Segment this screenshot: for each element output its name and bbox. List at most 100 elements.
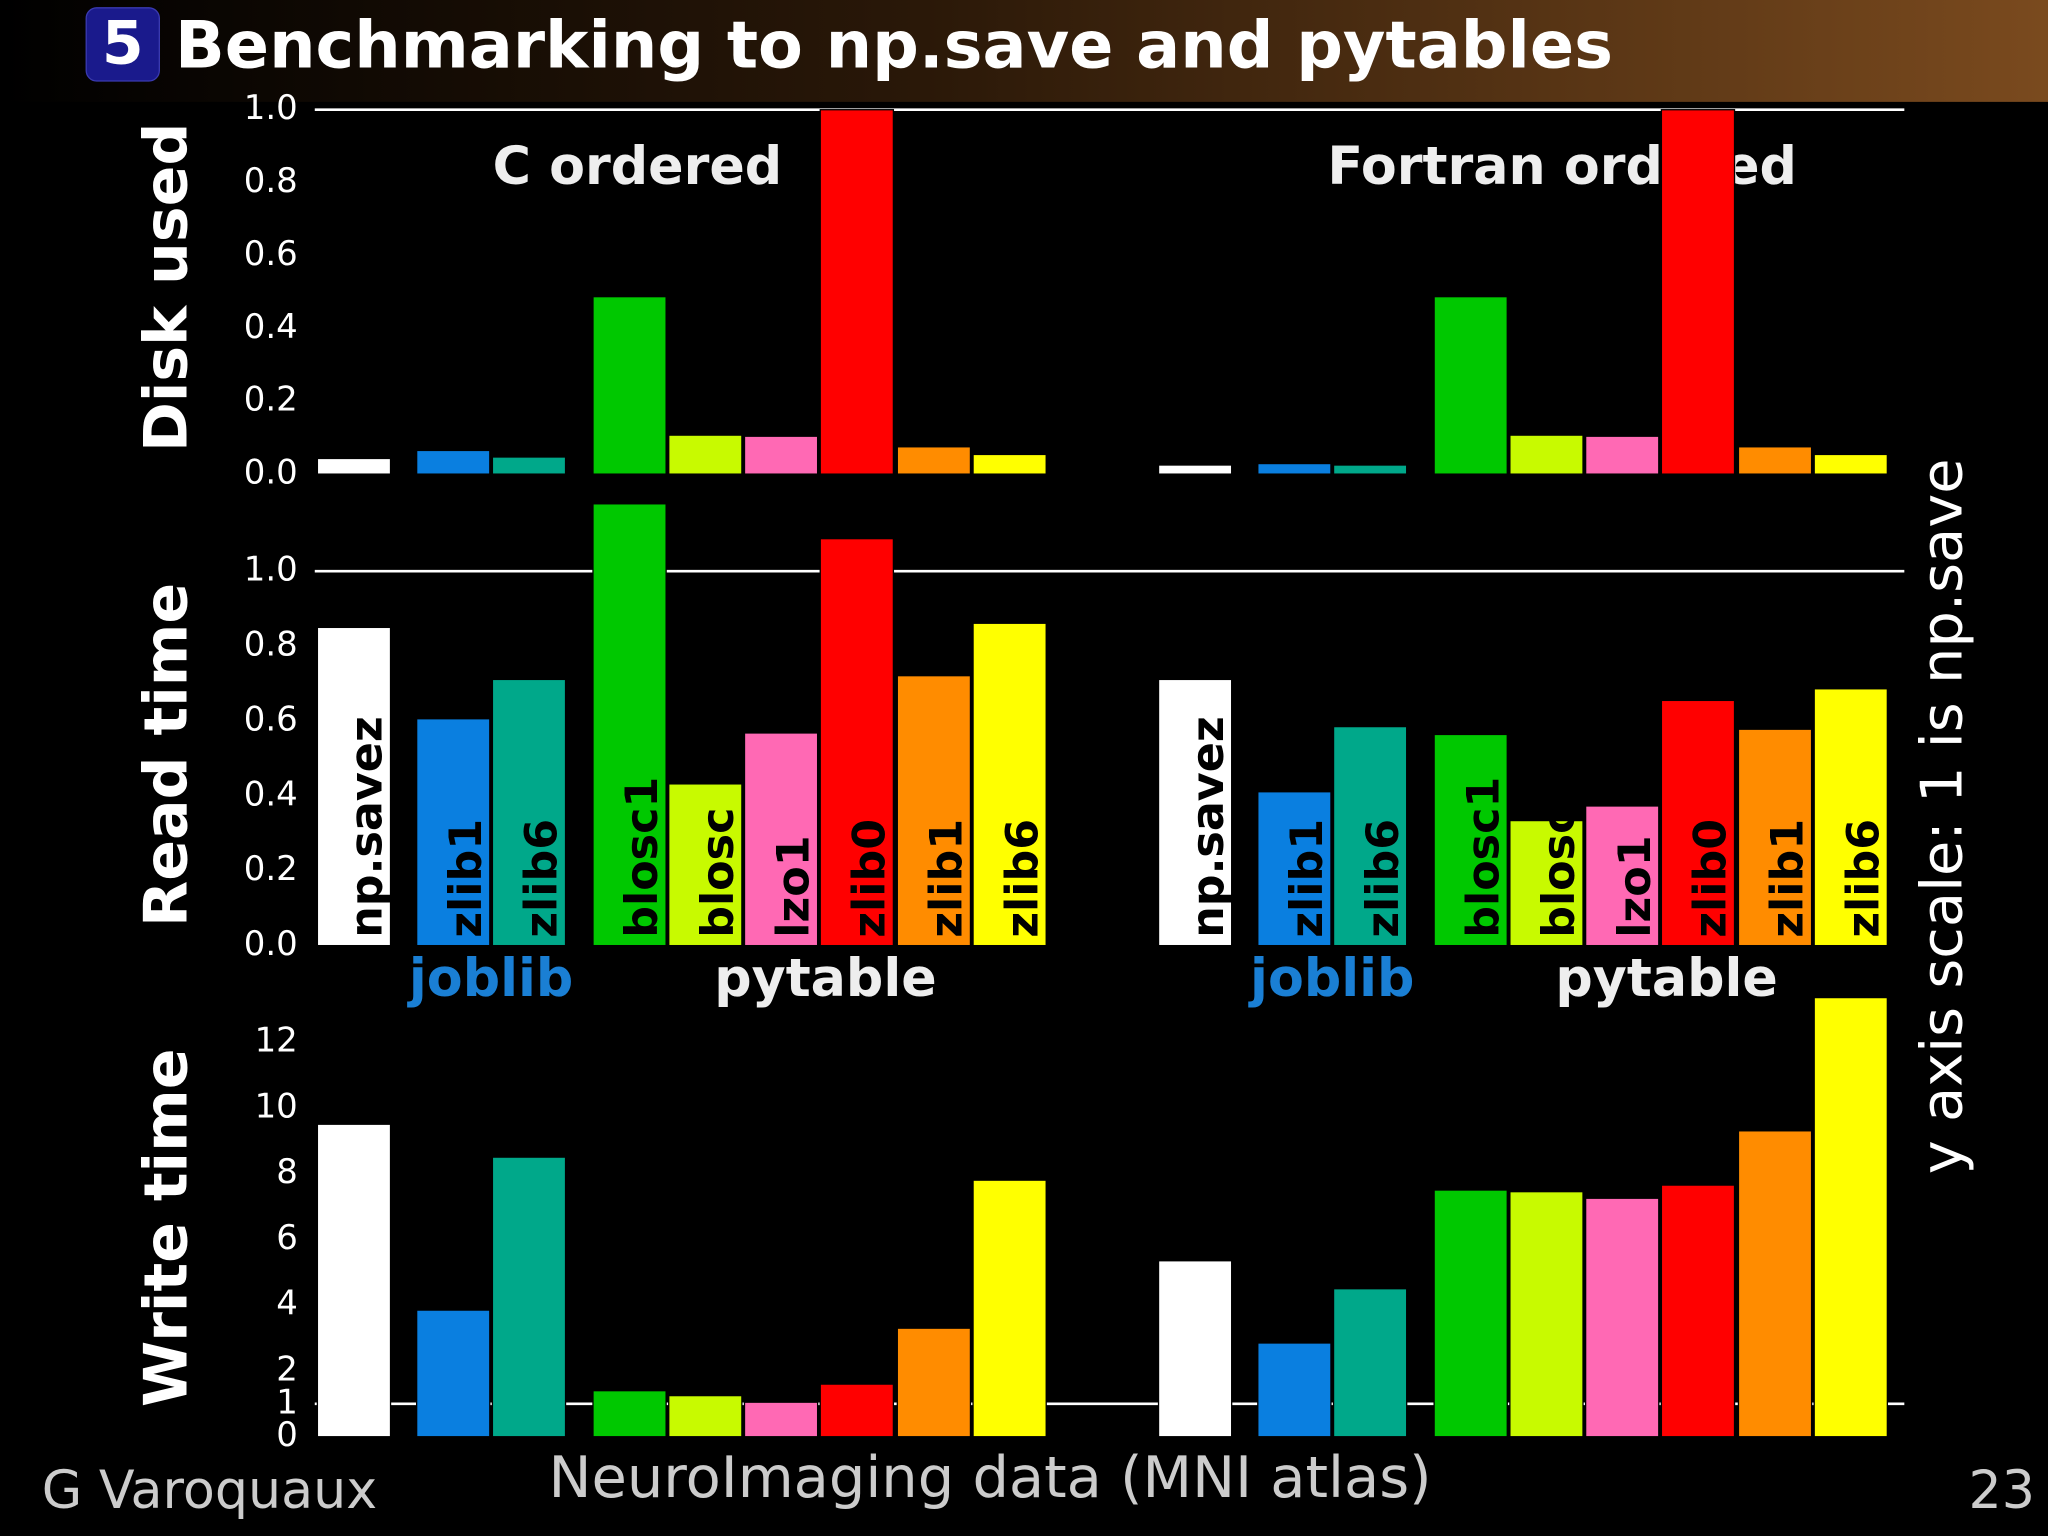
- bar: [1737, 446, 1813, 475]
- y-tick-label: 0.4: [244, 307, 298, 347]
- y-tick-label: 1: [276, 1382, 298, 1422]
- bar: [1157, 1260, 1233, 1438]
- bar: [1157, 464, 1233, 475]
- y-tick-label: 0: [276, 1415, 298, 1455]
- bar: [491, 678, 567, 947]
- bar: [592, 1390, 667, 1438]
- bar-label: zlib6: [517, 819, 568, 938]
- bar: [1257, 1342, 1332, 1438]
- bar-label: np.savez: [1183, 716, 1234, 938]
- y-tick-label: 0.6: [244, 699, 298, 739]
- y-note: y axis scale: 1 is np.save: [1909, 458, 1976, 1174]
- y-tick-label: 0.6: [244, 234, 298, 274]
- bar-label: zlib6: [1838, 819, 1889, 938]
- bar: [316, 1123, 392, 1438]
- bar: [1509, 434, 1584, 475]
- bar: [743, 732, 819, 947]
- bar: [316, 457, 392, 475]
- y-tick-label: 10: [255, 1086, 298, 1126]
- bar-label: np.savez: [342, 716, 393, 938]
- bar: [1509, 819, 1584, 947]
- group-label: pytable: [714, 949, 936, 1009]
- page-number: 23: [1968, 1461, 2034, 1521]
- bar: [819, 537, 895, 947]
- bar: [1813, 453, 1888, 475]
- bar-label: zlib6: [1358, 819, 1409, 938]
- y-tick-label: 12: [255, 1020, 298, 1060]
- bar: [668, 434, 743, 475]
- bar: [1584, 1197, 1660, 1438]
- bar: [1157, 678, 1233, 947]
- bar: [1257, 791, 1332, 947]
- bar: [1332, 725, 1408, 947]
- y-tick-label: 2: [276, 1349, 298, 1389]
- bar: [896, 1327, 972, 1438]
- bar: [415, 449, 491, 475]
- bar: [415, 1309, 491, 1438]
- bar: [1660, 699, 1736, 947]
- bar: [1433, 1189, 1508, 1438]
- bar: [1332, 1288, 1408, 1438]
- bar: [415, 718, 491, 947]
- y-tick-label: 6: [276, 1218, 298, 1258]
- bar: [819, 1383, 895, 1438]
- author: G Varoquaux: [42, 1461, 377, 1521]
- bar: [1433, 733, 1508, 947]
- bar-label: zlib0: [1686, 819, 1737, 938]
- bar-label: zlib1: [441, 819, 492, 938]
- slide-title: Benchmarking to np.save and pytables: [175, 8, 1613, 84]
- y-tick-label: 0.2: [244, 380, 298, 420]
- group-label: pytable: [1555, 949, 1777, 1009]
- header-bar: [0, 0, 2048, 102]
- bar: [1257, 462, 1332, 475]
- section-badge: [85, 7, 160, 82]
- bar-label: zlib6: [997, 819, 1048, 938]
- section-number: 5: [102, 9, 144, 79]
- bar-label: lzo1: [1610, 835, 1661, 937]
- bar-label: blosc: [1534, 808, 1585, 938]
- y-axis-label: Read time: [131, 583, 201, 927]
- bar: [1660, 1184, 1736, 1438]
- bar-label: lzo1: [769, 835, 820, 937]
- y-tick-label: 1.0: [244, 550, 298, 590]
- group-label: joblib: [407, 949, 573, 1009]
- bar-label: blosc: [693, 808, 744, 938]
- bar-label: zlib1: [1763, 819, 1814, 938]
- bar: [1509, 1191, 1584, 1438]
- bar: [896, 675, 972, 947]
- bar: [743, 1401, 819, 1438]
- bar: [316, 626, 392, 947]
- bar-label: zlib0: [844, 819, 895, 938]
- bar: [819, 109, 895, 475]
- y-tick-label: 0.2: [244, 849, 298, 889]
- bar: [1660, 109, 1736, 475]
- y-tick-label: 4: [276, 1284, 298, 1324]
- bar-label: blosc1: [617, 777, 668, 938]
- y-tick-label: 1.0: [244, 88, 298, 128]
- bar: [1737, 728, 1813, 947]
- footer-subtitle: NeuroImaging data (MNI atlas): [549, 1444, 1432, 1511]
- group-label: joblib: [1248, 949, 1414, 1009]
- y-tick-label: 0.0: [244, 453, 298, 493]
- bar: [1332, 464, 1408, 475]
- bar: [1433, 296, 1508, 475]
- bar: [592, 503, 667, 947]
- bar-label: zlib1: [922, 819, 973, 938]
- bar: [1813, 996, 1888, 1438]
- y-tick-label: 8: [276, 1152, 298, 1192]
- bar: [491, 1156, 567, 1438]
- y-tick-label: 0.4: [244, 774, 298, 814]
- bar-label: zlib1: [1282, 819, 1333, 938]
- bar: [668, 783, 743, 947]
- y-tick-label: 0.0: [244, 924, 298, 964]
- bar: [1584, 435, 1660, 475]
- bar: [1737, 1130, 1813, 1438]
- bar: [972, 622, 1047, 947]
- y-axis-label: Disk used: [131, 123, 201, 452]
- bar: [491, 456, 567, 475]
- bar: [668, 1394, 743, 1438]
- bar: [896, 446, 972, 475]
- bar: [1813, 688, 1888, 947]
- bar: [972, 453, 1047, 475]
